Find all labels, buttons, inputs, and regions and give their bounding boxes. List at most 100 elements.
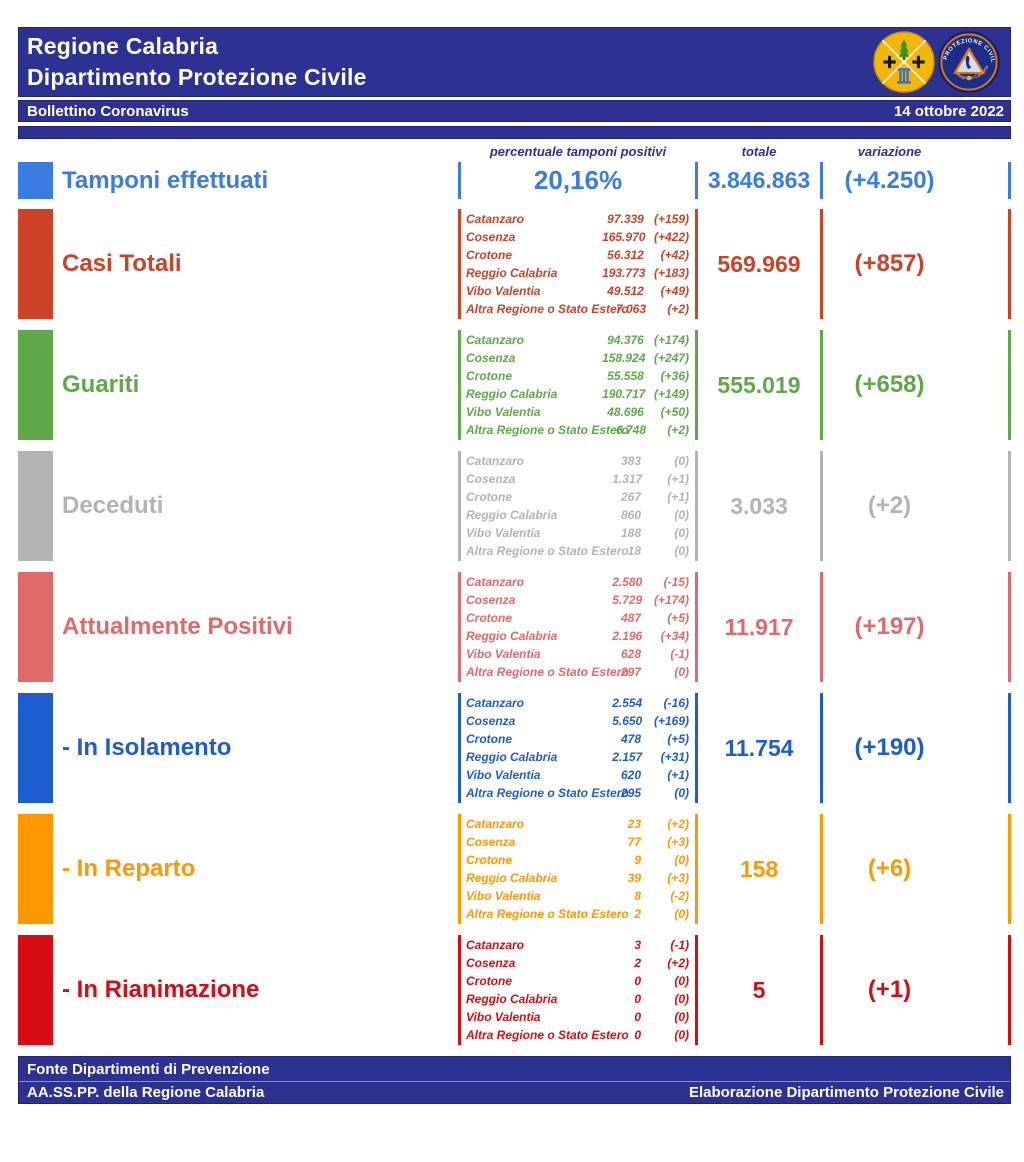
row-label: - In Isolamento [62,734,232,761]
row-total-cell: 5 [698,935,820,1045]
province-value: 487 [620,611,641,625]
row-total: 555.019 [717,371,801,398]
province-name: Catanzaro [466,696,525,710]
separator [458,935,461,1045]
province-name: Altra Regione o Stato Estero [466,302,629,316]
province-variation: (+183) [653,266,689,280]
province-row: Vibo Valentia 0 (0) [461,1008,695,1026]
row-color-swatch [18,693,53,803]
province-row: Cosenza 158.924 (+247) [461,349,695,367]
province-name: Cosenza [466,956,516,970]
separator [1008,162,1011,199]
row-total-cell: 569.969 [698,209,820,319]
bulletin-page: Regione Calabria Dipartimento Protezione… [0,27,1024,1162]
province-value: 2.196 [612,629,643,643]
province-value: 295 [620,786,641,800]
province-row: Crotone 478 (+5) [461,730,695,748]
province-name: Altra Regione o Stato Estero [466,423,629,437]
province-variation: (0) [674,454,689,468]
row-total-cell: 11.917 [698,572,820,682]
province-value: 193.773 [602,266,646,280]
row-variation-cell: (+2) [823,451,1008,561]
province-row: Catanzaro 94.376 (+174) [461,331,695,349]
province-row: Cosenza 165.970 (+422) [461,228,695,246]
row-label-cell: Deceduti [18,451,458,561]
row-in-isolamento: - In Isolamento Catanzaro 2.554 (-16) Co… [18,693,1011,803]
row-variation: (+658) [854,371,925,398]
province-name: Crotone [466,974,512,988]
column-header-spacer [18,143,458,159]
province-value: 94.376 [607,333,644,347]
row-variation: (+4.250) [844,166,935,194]
separator [1008,451,1011,561]
province-row: Catanzaro 3 (-1) [461,936,695,954]
separator [1008,143,1011,159]
province-variation: (+2) [667,423,689,437]
row-variation: (+857) [854,250,925,277]
column-headers: percentuale tamponi positivi totale vari… [18,143,1011,159]
footer-elaboration: Elaborazione Dipartimento Protezione Civ… [688,1084,1004,1101]
province-row: Altra Regione o Stato Estero 18 (0) [461,542,695,560]
province-row: Altra Regione o Stato Estero 0 (0) [461,1026,695,1044]
province-variation: (0) [674,526,689,540]
footer-source-line2: AA.SS.PP. della Regione Calabria [27,1084,265,1101]
bulletin-date: 14 ottobre 2022 [893,102,1004,120]
province-name: Reggio Calabria [466,508,558,522]
province-value: 0 [634,1010,641,1024]
province-name: Cosenza [466,351,516,365]
bulletin-rows: Tamponi effettuati 20,16% 3.846.863 (+4.… [18,162,1011,1045]
province-name: Cosenza [466,593,516,607]
separator [820,814,823,924]
province-name: Crotone [466,611,512,625]
province-value: 2.157 [612,750,643,764]
variation-column-header: variazione [857,144,922,159]
percent-column-header-cell: percentuale tamponi positivi [461,143,695,159]
province-value: 39 [627,871,641,885]
province-row: Vibo Valentia 8 (-2) [461,887,695,905]
province-value: 18 [627,544,641,558]
province-variation: (+49) [660,284,689,298]
province-variation: (0) [674,1010,689,1024]
province-value: 97.339 [607,212,644,226]
province-variation: (+2) [667,302,689,316]
row-color-swatch [18,814,53,924]
row-casi-totali: Casi Totali Catanzaro 97.339 (+159) Cose… [18,209,1011,319]
province-variation: (+3) [667,835,689,849]
province-name: Vibo Valentia [466,526,541,540]
province-variation: (+2) [667,956,689,970]
province-value: 0 [634,1028,641,1042]
province-name: Crotone [466,853,512,867]
province-variation: (0) [674,992,689,1006]
row-variation: (+6) [867,855,912,882]
province-name: Reggio Calabria [466,387,558,401]
separator [1008,814,1011,924]
province-row: Reggio Calabria 190.717 (+149) [461,385,695,403]
row-total: 5 [752,976,766,1003]
province-variation: (+5) [667,611,689,625]
row-variation: (+197) [854,613,925,640]
row-variation-cell: (+197) [823,572,1008,682]
province-row: Crotone 56.312 (+42) [461,246,695,264]
province-variation: (+247) [653,351,689,365]
separator [695,572,698,682]
page-title-line2: Dipartimento Protezione Civile [27,64,367,90]
province-name: Catanzaro [466,817,525,831]
province-value: 478 [620,732,641,746]
province-name: Reggio Calabria [466,629,558,643]
province-variation: (+50) [660,405,689,419]
province-row: Reggio Calabria 193.773 (+183) [461,264,695,282]
row-label: - In Reparto [62,855,196,882]
province-value: 77 [627,835,641,849]
row-variation: (+1) [867,976,912,1003]
province-variation: (+34) [660,629,689,643]
province-name: Cosenza [466,714,516,728]
province-name: Crotone [466,369,512,383]
province-value: 628 [620,647,641,661]
row-total-cell: 555.019 [698,330,820,440]
row-label: Casi Totali [62,250,182,277]
separator [458,162,461,199]
province-row: Vibo Valentia 188 (0) [461,524,695,542]
separator [458,209,461,319]
separator [820,693,823,803]
province-variation: (0) [674,974,689,988]
